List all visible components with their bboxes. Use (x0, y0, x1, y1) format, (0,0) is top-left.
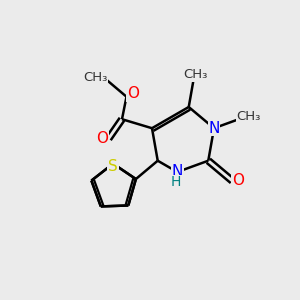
Text: N: N (172, 164, 183, 179)
Text: O: O (232, 173, 244, 188)
Text: CH₃: CH₃ (236, 110, 261, 123)
Text: O: O (96, 131, 108, 146)
Text: CH₃: CH₃ (183, 68, 208, 81)
Text: CH₃: CH₃ (83, 71, 108, 84)
Text: N: N (208, 121, 220, 136)
Text: O: O (127, 86, 139, 101)
Text: S: S (108, 159, 118, 174)
Text: H: H (171, 176, 181, 190)
